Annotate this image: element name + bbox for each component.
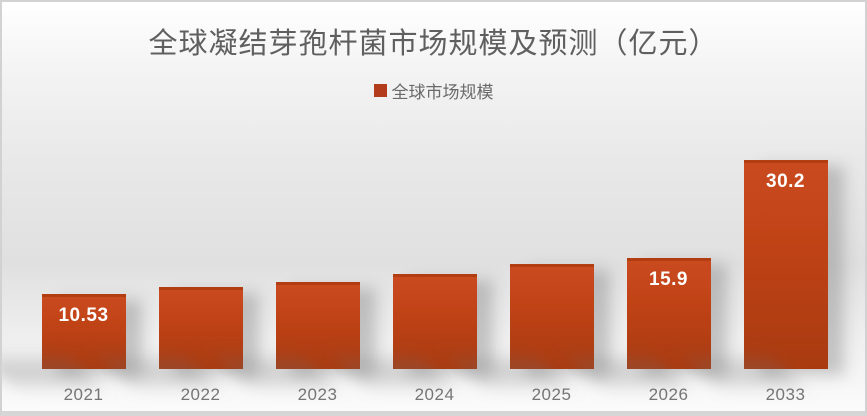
bar-2026: 15.9 — [626, 258, 711, 369]
bar-column-2033: 30.2 2033 — [727, 122, 844, 409]
bar-2024 — [392, 274, 477, 369]
bar-2022 — [158, 287, 243, 369]
bar-column-2021: 10.53 2021 — [25, 122, 142, 409]
bar-column-2025: 2025 — [493, 122, 610, 409]
bar-2025 — [509, 264, 594, 369]
bar-column-2024: 2024 — [376, 122, 493, 409]
x-label-zone: 2025 — [532, 369, 572, 409]
bar-value-label-2026: 15.9 — [649, 269, 688, 290]
legend-swatch-icon — [373, 84, 387, 97]
bar-value-label-2025 — [510, 267, 594, 275]
bar-column-2023: 2023 — [259, 122, 376, 409]
legend: 全球市场规模 — [2, 78, 865, 103]
x-axis-label-2024: 2024 — [414, 385, 455, 404]
bar-value-label-2022 — [159, 290, 243, 298]
x-axis-label-2033: 2033 — [765, 385, 806, 404]
x-label-zone: 2023 — [298, 369, 338, 409]
bar-2023 — [275, 282, 360, 369]
x-label-zone: 2033 — [766, 369, 806, 409]
bar-2021: 10.53 — [41, 294, 126, 369]
x-axis-label-2025: 2025 — [531, 385, 572, 404]
bar-column-2026: 15.9 2026 — [610, 122, 727, 409]
x-axis-label-2022: 2022 — [180, 385, 221, 404]
bar-value-label-2023 — [276, 285, 360, 293]
x-axis-label-2026: 2026 — [648, 385, 689, 404]
bar-2033: 30.2 — [743, 160, 828, 369]
x-axis-label-2023: 2023 — [297, 385, 338, 404]
x-axis-label-2021: 2021 — [63, 385, 104, 404]
x-label-zone: 2024 — [415, 369, 455, 409]
x-label-zone: 2026 — [649, 369, 689, 409]
plot-area: 10.53 2021 2022 2023 2024 2025 15.9 2026 30.2 203… — [25, 122, 844, 409]
bar-value-label-2021: 10.53 — [58, 305, 109, 326]
x-label-zone: 2021 — [64, 369, 104, 409]
bar-value-label-2033: 30.2 — [766, 171, 805, 192]
bar-value-label-2024 — [393, 277, 477, 285]
bar-column-2022: 2022 — [142, 122, 259, 409]
legend-label: 全球市场规模 — [391, 83, 494, 103]
x-label-zone: 2022 — [181, 369, 221, 409]
chart-title: 全球凝结芽孢杆菌市场规模及预测（亿元） — [148, 26, 719, 60]
